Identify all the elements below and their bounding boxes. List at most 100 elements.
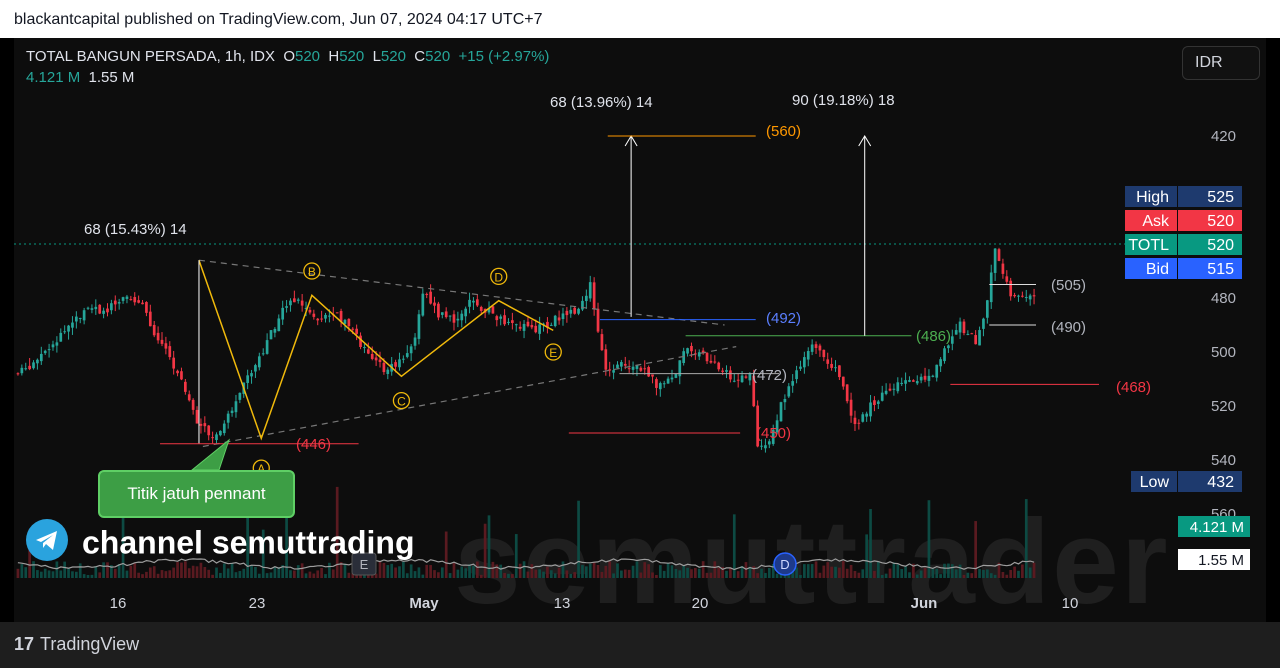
volume-bar [795, 567, 798, 578]
volume-bar [970, 573, 974, 578]
candle-body [752, 375, 756, 407]
candle-body [1024, 297, 1028, 299]
candle-body [522, 323, 526, 331]
candle-body [627, 368, 631, 370]
candle-body [148, 311, 152, 327]
volume-bar [156, 573, 160, 578]
candle-body [168, 346, 172, 358]
candle-body [635, 365, 639, 369]
volume-bar [460, 566, 464, 578]
candle-body [756, 405, 759, 447]
candle-body [1009, 280, 1013, 297]
volume-bar [915, 574, 919, 578]
level-560-label: (560) [766, 123, 801, 140]
earnings-marker[interactable] [351, 552, 377, 576]
candle-body [686, 348, 689, 354]
candle-body [534, 325, 538, 333]
candle-body [117, 302, 121, 304]
volume-bar [538, 569, 541, 578]
volume-bar [896, 564, 900, 578]
volume-bar [534, 569, 538, 578]
tradingview-logo[interactable]: 17 TradingView [14, 634, 139, 655]
candle-body [425, 293, 429, 295]
candle-body [631, 366, 635, 370]
callout-pointer [190, 438, 231, 471]
volume-bar [553, 573, 557, 578]
volume-bar [522, 561, 526, 578]
price-tick: 500 [1211, 344, 1236, 361]
candle-body [775, 420, 779, 433]
volume-bar [978, 568, 981, 578]
volume-bar [86, 574, 90, 578]
candle-body [460, 313, 464, 321]
candle-body [261, 353, 265, 355]
volume-bar [912, 563, 915, 578]
candle-body [709, 360, 713, 363]
wave-c-label: C [397, 395, 406, 409]
dividend-marker[interactable] [773, 552, 797, 576]
candle-body [254, 365, 257, 372]
candle-body [919, 376, 923, 381]
candle-body [838, 365, 841, 378]
tv-logo-icon: 17 [14, 634, 35, 654]
volume-bar [853, 570, 857, 578]
volume-bar [892, 562, 896, 578]
close-label: C [414, 48, 426, 65]
candle-body [113, 300, 117, 305]
candle-body [822, 349, 826, 358]
candle-body [795, 370, 798, 380]
volume-bar [71, 571, 74, 578]
volume-bar [530, 564, 534, 578]
candle-body [74, 316, 78, 322]
wave-d-label: D [494, 270, 503, 284]
candle-body [643, 368, 647, 370]
candle-body [98, 304, 102, 314]
currency-selector[interactable]: IDR [1182, 46, 1260, 80]
candle-body [810, 344, 814, 352]
candle-body [172, 357, 176, 369]
volume-bar [281, 565, 285, 578]
volume-bars [16, 486, 1036, 578]
volume-bar [129, 565, 133, 578]
volume-bar [437, 572, 440, 578]
volume-bar [487, 515, 491, 578]
candle-body [94, 306, 98, 310]
volume-bar [475, 561, 479, 578]
volume-bar [405, 573, 409, 578]
volume-bar [448, 573, 452, 578]
volume-bar [238, 571, 242, 578]
candle-body [713, 361, 717, 363]
volume-bar [581, 565, 584, 578]
price-chart[interactable]: B C A D E 68 (15.43%) 14 (446) 68 (13.96%) 14 (5… [14, 38, 1266, 622]
candle-body [725, 370, 728, 372]
candle-body [947, 345, 950, 349]
candle-body [873, 400, 876, 405]
volume-bar [561, 561, 565, 578]
candle-body [884, 390, 888, 394]
candle-body [281, 307, 285, 320]
candle-body [939, 359, 942, 367]
candle-body [277, 318, 281, 332]
chart-area[interactable]: semuttrader B C A D E 68 (15.43%) 14 (446) 68 (… [14, 38, 1266, 622]
candle-body [1017, 295, 1020, 297]
quote-totl-label-bg [1125, 234, 1177, 255]
volume-bar [666, 563, 670, 578]
tradingview-brand: TradingView [40, 634, 140, 654]
pennant-wave [198, 259, 554, 441]
candle-body [507, 321, 510, 323]
volume-bar [1001, 571, 1005, 578]
candle-body [989, 272, 993, 303]
candle-body [791, 381, 795, 386]
volume-bar [390, 563, 394, 578]
volume-bar [187, 568, 191, 578]
level-486-label: (486) [916, 328, 951, 345]
candle-body [814, 344, 818, 348]
level-472-label: (472) [752, 367, 787, 384]
quote-ask-value-bg [1178, 210, 1242, 231]
candle-body [849, 399, 853, 416]
channel-text: channel semuttrading [82, 524, 415, 561]
level-446-label: (446) [296, 436, 331, 453]
volume-bar [39, 571, 43, 578]
level-490-label: (490) [1051, 319, 1086, 336]
candle-body [865, 413, 868, 417]
